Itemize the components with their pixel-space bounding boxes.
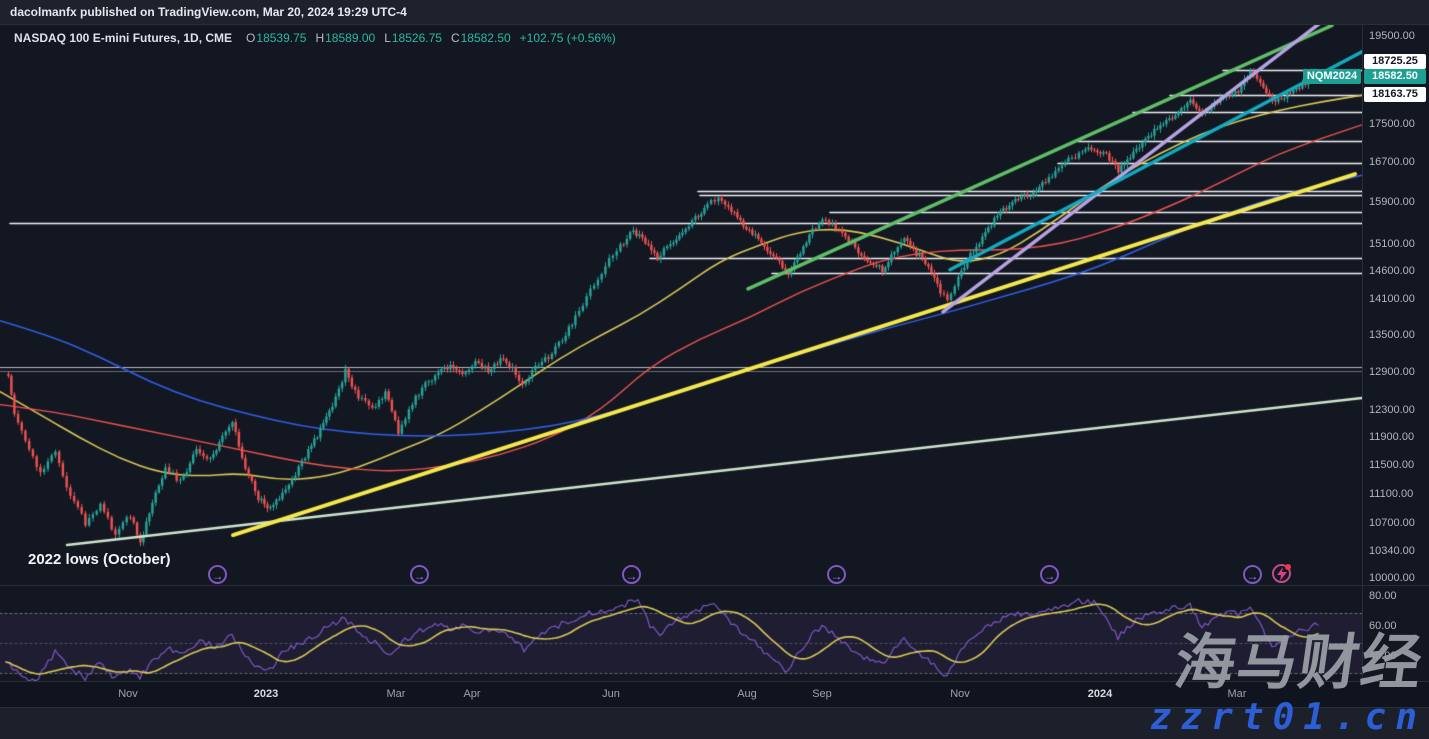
symbol-title[interactable]: NASDAQ 100 E-mini Futures, 1D, CME bbox=[14, 31, 233, 45]
symbol-price-tag: NQM2024 bbox=[1303, 69, 1361, 84]
time-axis-label: 2024 bbox=[1087, 688, 1113, 700]
symbol-ohlc-row[interactable]: NASDAQ 100 E-mini Futures, 1D, CME O18539… bbox=[14, 31, 616, 45]
price-tick-label: 13500.00 bbox=[1369, 328, 1415, 341]
ohlc-value: 18539.75 bbox=[256, 31, 307, 45]
time-axis-label: Mar bbox=[1227, 688, 1247, 700]
time-axis-label: Mar bbox=[386, 688, 406, 700]
ohlc-label: H bbox=[315, 31, 325, 45]
ohlc-label: C bbox=[450, 31, 460, 45]
event-lightning-icon[interactable] bbox=[1272, 564, 1291, 583]
time-axis-label: 2023 bbox=[253, 688, 279, 700]
time-axis-label: Apr bbox=[463, 688, 481, 700]
price-tick-label: 11900.00 bbox=[1369, 431, 1415, 444]
price-tick-label: 12300.00 bbox=[1369, 404, 1415, 417]
chart-annotation-2022-lows[interactable]: 2022 lows (October) bbox=[28, 551, 171, 568]
time-axis-label: Jun bbox=[602, 688, 620, 700]
footer-bar: TradingView bbox=[0, 707, 1429, 739]
time-axis-label: Nov bbox=[118, 688, 138, 700]
level-price-label: 18725.25 bbox=[1364, 54, 1426, 69]
event-arrow-icon[interactable]: → bbox=[1243, 565, 1262, 584]
time-axis-label: Nov bbox=[950, 688, 970, 700]
price-axis[interactable] bbox=[1362, 25, 1429, 681]
ohlc-value: 18582.50 bbox=[460, 31, 511, 45]
ohlc-values: O18539.75 H18589.00 L18526.75 C18582.50 bbox=[246, 31, 520, 45]
rsi-pane[interactable] bbox=[0, 585, 1429, 682]
event-arrow-icon[interactable]: → bbox=[410, 565, 429, 584]
price-tick-label: 10000.00 bbox=[1369, 572, 1415, 585]
watermark-cjk: 海马财经 bbox=[1170, 628, 1429, 698]
published-info-bar: dacolmanfx published on TradingView.com,… bbox=[0, 0, 1429, 25]
price-tick-label: 14100.00 bbox=[1369, 293, 1415, 306]
price-tick-label: 16700.00 bbox=[1369, 155, 1415, 168]
watermark-url: zzrt01.cn bbox=[1149, 697, 1426, 738]
price-tick-label: 14600.00 bbox=[1369, 264, 1415, 277]
rsi-tick-label: 60.00 bbox=[1369, 620, 1397, 632]
price-tick-label: 15100.00 bbox=[1369, 237, 1415, 250]
price-tick-label: 10700.00 bbox=[1369, 517, 1415, 530]
price-tick-label: 11100.00 bbox=[1369, 487, 1414, 500]
rsi-tick-label: 80.00 bbox=[1369, 590, 1397, 602]
time-axis-label: Sep bbox=[812, 688, 832, 700]
price-tick-label: 10340.00 bbox=[1369, 545, 1415, 558]
event-arrow-icon[interactable]: → bbox=[1040, 565, 1059, 584]
ohlc-label: O bbox=[246, 31, 256, 45]
ohlc-value: 18526.75 bbox=[391, 31, 442, 45]
time-axis-label: Aug bbox=[737, 688, 757, 700]
price-tick-label: 17500.00 bbox=[1369, 117, 1415, 130]
ohlc-label: L bbox=[384, 31, 391, 45]
price-tick-label: 15900.00 bbox=[1369, 195, 1415, 208]
rsi-indicator-canvas[interactable] bbox=[0, 586, 1362, 681]
price-tick-label: 19500.00 bbox=[1369, 29, 1415, 42]
event-arrow-icon[interactable]: → bbox=[827, 565, 846, 584]
price-tick-label: 12900.00 bbox=[1369, 365, 1415, 378]
main-price-chart-canvas[interactable] bbox=[0, 25, 1362, 585]
event-arrow-icon[interactable]: → bbox=[208, 565, 227, 584]
time-axis[interactable] bbox=[0, 681, 1429, 708]
event-arrow-icon[interactable]: → bbox=[622, 565, 641, 584]
change-value: +102.75 (+0.56%) bbox=[519, 31, 616, 45]
rsi-tick-label: 40.00 bbox=[1369, 650, 1397, 662]
level-price-label: 18163.75 bbox=[1364, 87, 1426, 102]
published-text: dacolmanfx published on TradingView.com,… bbox=[10, 5, 407, 19]
current-price-label: 18582.50 bbox=[1364, 69, 1426, 84]
price-tick-label: 11500.00 bbox=[1369, 458, 1415, 471]
ohlc-value: 18589.00 bbox=[325, 31, 376, 45]
